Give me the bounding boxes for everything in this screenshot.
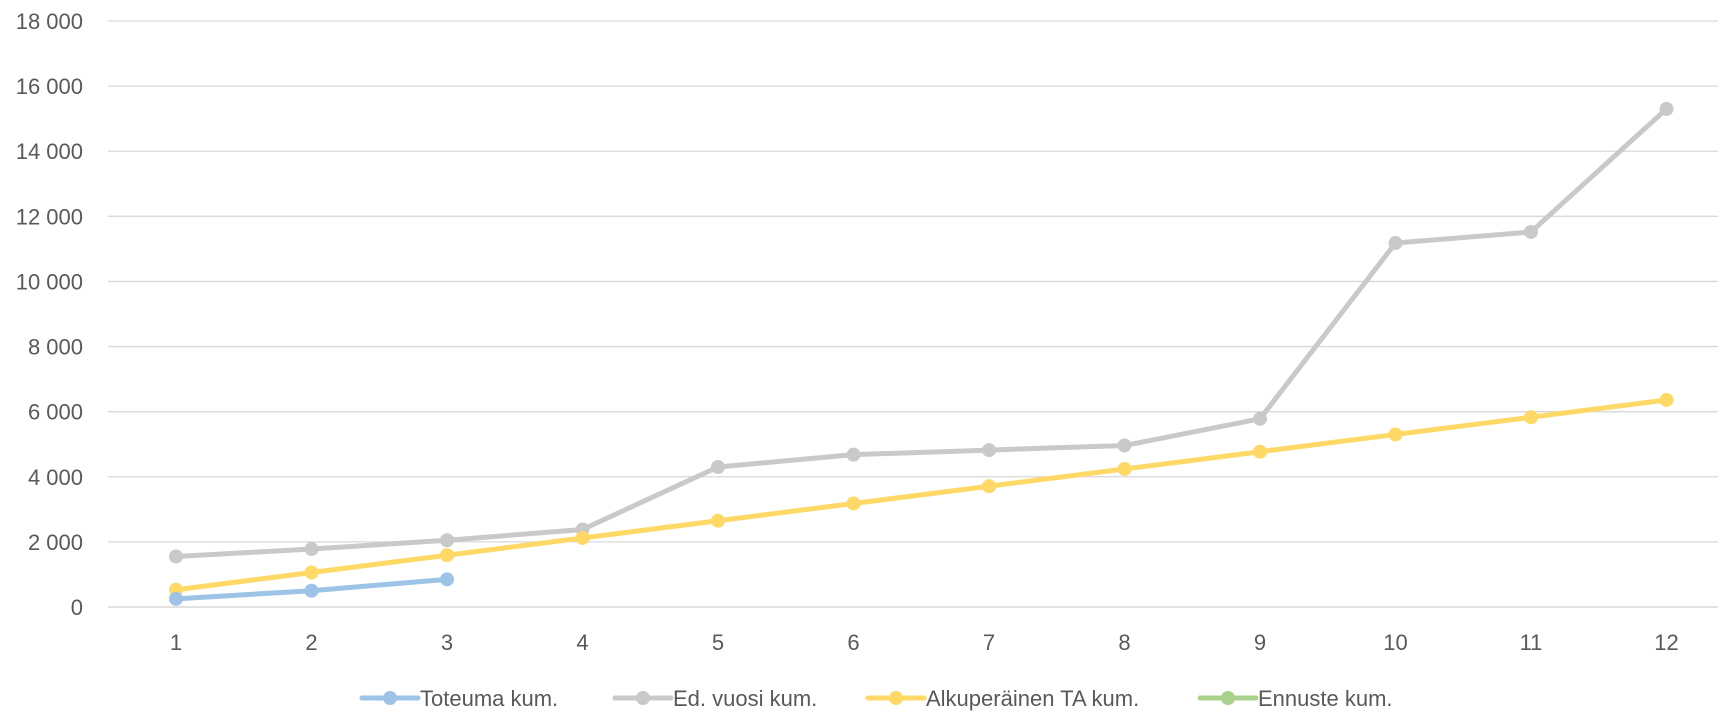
series-0 — [169, 572, 454, 606]
data-point — [1659, 101, 1674, 116]
data-point — [982, 479, 996, 494]
data-point — [1253, 444, 1267, 459]
x-tick-label: 9 — [1254, 630, 1266, 655]
x-tick-label: 2 — [305, 630, 317, 655]
legend-swatch-marker — [1221, 691, 1235, 705]
data-point — [711, 460, 725, 475]
legend-item: Ed. vuosi kum. — [612, 686, 817, 711]
y-tick-label: 4 000 — [28, 465, 83, 490]
y-tick-label: 16 000 — [16, 74, 83, 99]
data-point — [304, 565, 319, 580]
x-tick-label: 3 — [441, 630, 453, 655]
data-point — [575, 530, 590, 545]
data-point — [982, 443, 996, 458]
x-axis-ticks: 1 2 3 4 5 6 7 8 9 10 11 12 — [170, 630, 1679, 655]
y-tick-label: 12 000 — [16, 204, 83, 229]
x-tick-label: 6 — [847, 630, 859, 655]
x-tick-label: 8 — [1118, 630, 1130, 655]
legend-item: Toteuma kum. — [359, 686, 558, 711]
data-point — [1524, 410, 1538, 425]
x-tick-label: 5 — [712, 630, 724, 655]
series-line — [173, 397, 1669, 593]
legend-label: Ennuste kum. — [1258, 686, 1393, 711]
legend-swatch-marker — [636, 691, 650, 705]
data-point — [1117, 461, 1132, 476]
data-point — [1388, 236, 1403, 251]
data-point — [1253, 411, 1267, 426]
y-tick-label: 18 000 — [16, 9, 83, 34]
data-point — [304, 583, 319, 598]
x-tick-label: 7 — [983, 630, 995, 655]
data-point — [1117, 438, 1132, 453]
y-tick-label: 0 — [71, 595, 83, 620]
y-tick-label: 2 000 — [28, 530, 83, 555]
data-point — [846, 496, 861, 511]
data-point — [1659, 392, 1674, 407]
data-point — [440, 572, 454, 587]
legend-item: Alkuperäinen TA kum. — [865, 686, 1139, 711]
y-axis-ticks: 0 2 000 4 000 6 000 8 000 10 000 12 000 14 000 1… — [16, 9, 83, 620]
legend-item: Ennuste kum. — [1197, 686, 1393, 711]
y-tick-label: 6 000 — [28, 400, 83, 425]
data-point — [1388, 427, 1403, 442]
y-tick-label: 10 000 — [16, 269, 83, 294]
data-point — [711, 513, 725, 528]
x-tick-label: 10 — [1383, 630, 1407, 655]
x-tick-label: 11 — [1520, 630, 1543, 655]
legend-label: Ed. vuosi kum. — [673, 686, 817, 711]
series-line — [173, 106, 1669, 560]
x-tick-label: 1 — [170, 630, 182, 655]
data-point — [169, 591, 183, 606]
legend-label: Toteuma kum. — [420, 686, 558, 711]
legend: Toteuma kum. Ed. vuosi kum. Alkuperäinen T… — [359, 686, 1393, 711]
series-1 — [169, 101, 1674, 564]
data-point — [169, 549, 183, 564]
data-point — [440, 533, 454, 548]
x-tick-label: 12 — [1654, 630, 1678, 655]
legend-swatch-marker — [383, 691, 397, 705]
legend-label: Alkuperäinen TA kum. — [926, 686, 1139, 711]
y-tick-label: 14 000 — [16, 139, 83, 164]
data-point — [1524, 224, 1538, 239]
legend-swatch-marker — [889, 691, 903, 705]
y-tick-label: 8 000 — [28, 335, 83, 360]
data-point — [304, 542, 319, 557]
series-lines — [169, 101, 1674, 606]
series-2 — [169, 392, 1674, 597]
data-point — [440, 548, 454, 563]
data-point — [846, 447, 861, 462]
grid-lines — [108, 20, 1718, 608]
x-tick-label: 4 — [576, 630, 588, 655]
